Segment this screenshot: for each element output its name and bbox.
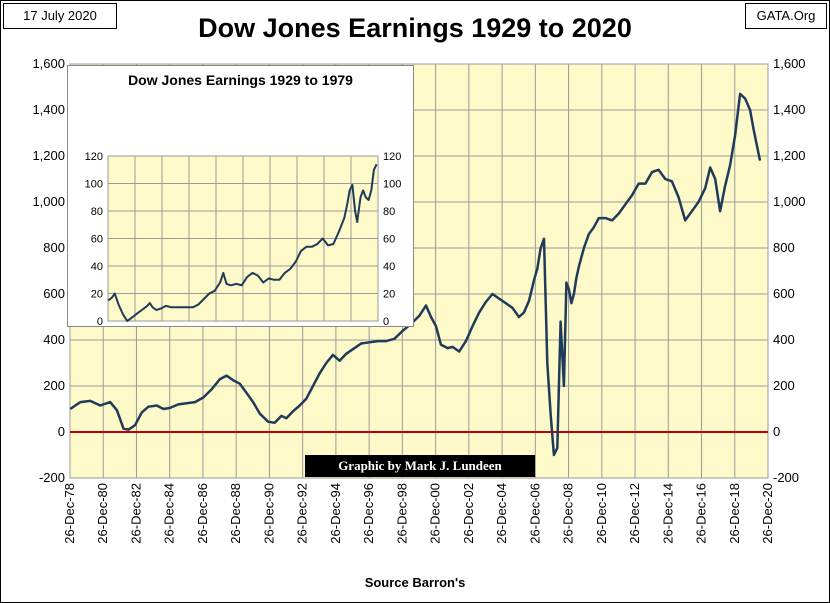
x-tick-label: 26-Dec-92 — [295, 483, 310, 544]
x-tick-label: 26-Dec-16 — [694, 483, 709, 544]
y-tick-label-right: 1,600 — [773, 56, 806, 71]
inset-y-axis-labels: 120 120 100 100 80 80 60 60 40 40 20 20 0 0 — [85, 151, 402, 326]
y-tick-label-right: 1,400 — [773, 102, 806, 117]
y-tick-label-right: 1,000 — [773, 194, 806, 209]
earnings-series-line — [69, 92, 762, 457]
y-tick-label: 120 — [85, 151, 103, 163]
chart-title: Dow Jones Earnings 1929 to 2020 — [198, 13, 632, 43]
inset-gridlines — [107, 155, 379, 322]
date-label: 17 July 2020 — [3, 3, 117, 29]
y-tick-label: 600 — [43, 286, 65, 301]
x-tick-label: 26-Dec-94 — [328, 483, 343, 544]
y-tick-label-right: 1,200 — [773, 148, 806, 163]
y-tick-label-right: 20 — [383, 289, 395, 301]
y-tick-label: 0 — [58, 424, 65, 439]
x-axis-title: Source Barron's — [364, 575, 466, 590]
y-tick-label: 200 — [43, 378, 65, 393]
x-tick-label: 26-Dec-96 — [361, 483, 376, 544]
y-tick-label-right: 120 — [383, 151, 401, 163]
y-tick-label-right: 80 — [383, 206, 395, 218]
credit-banner: Graphic by Mark J. Lundeen — [305, 455, 535, 477]
x-tick-label: 26-Dec-86 — [195, 483, 210, 544]
x-tick-label: 26-Dec-04 — [494, 483, 509, 544]
inset-chart-title: Dow Jones Earnings 1929 to 1979 — [128, 72, 353, 88]
y-tick-label: 20 — [91, 289, 103, 301]
y-tick-label-right: 200 — [773, 378, 795, 393]
y-tick-label: 80 — [91, 206, 103, 218]
x-tick-label: 26-Dec-84 — [162, 483, 177, 544]
main-x-axis-labels: 26-Dec-78 26-Dec-80 26-Dec-82 26-Dec-84 26-D… — [62, 483, 775, 544]
x-tick-label: 26-Dec-12 — [627, 483, 642, 544]
source-label: GATA.Org — [745, 3, 827, 29]
x-tick-label: 26-Dec-18 — [727, 483, 742, 544]
y-tick-label-right: 400 — [773, 332, 795, 347]
y-tick-label: 1,200 — [32, 148, 65, 163]
y-tick-label-right: -200 — [773, 470, 799, 485]
x-tick-label: 26-Dec-78 — [62, 483, 77, 544]
x-tick-label: 26-Dec-88 — [228, 483, 243, 544]
x-tick-label: 26-Dec-98 — [394, 483, 409, 544]
x-tick-label: 26-Dec-10 — [594, 483, 609, 544]
y-tick-label: 1,000 — [32, 194, 65, 209]
y-tick-label: 1,400 — [32, 102, 65, 117]
y-tick-label: -200 — [39, 470, 65, 485]
x-tick-label: 26-Dec-06 — [527, 483, 542, 544]
y-tick-label: 0 — [97, 316, 103, 326]
x-tick-label: 26-Dec-82 — [128, 483, 143, 544]
x-tick-label: 26-Dec-90 — [261, 483, 276, 544]
y-tick-label: 40 — [91, 261, 103, 273]
y-tick-label-right: 600 — [773, 286, 795, 301]
y-tick-label-right: 100 — [383, 179, 401, 191]
y-tick-label: 100 — [85, 179, 103, 191]
y-tick-label-right: 0 — [383, 316, 389, 326]
x-tick-label: 26-Dec-14 — [660, 483, 675, 544]
inset-earnings-series-line — [107, 163, 378, 322]
x-tick-label: 26-Dec-00 — [428, 483, 443, 544]
y-tick-label: 60 — [91, 234, 103, 246]
y-tick-label: 400 — [43, 332, 65, 347]
y-tick-label: 1,600 — [32, 56, 65, 71]
y-tick-label-right: 0 — [773, 424, 780, 439]
y-tick-label-right: 60 — [383, 234, 395, 246]
x-tick-label: 26-Dec-80 — [95, 483, 110, 544]
y-tick-label-right: 40 — [383, 261, 395, 273]
main-y-axis-labels: 1,600 1,600 1,400 1,400 1,200 1,200 1,000 1,000… — [32, 56, 805, 485]
x-tick-label: 26-Dec-20 — [760, 483, 775, 544]
y-tick-label-right: 800 — [773, 240, 795, 255]
y-tick-label: 800 — [43, 240, 65, 255]
x-tick-label: 26-Dec-02 — [461, 483, 476, 544]
x-tick-label: 26-Dec-08 — [561, 483, 576, 544]
